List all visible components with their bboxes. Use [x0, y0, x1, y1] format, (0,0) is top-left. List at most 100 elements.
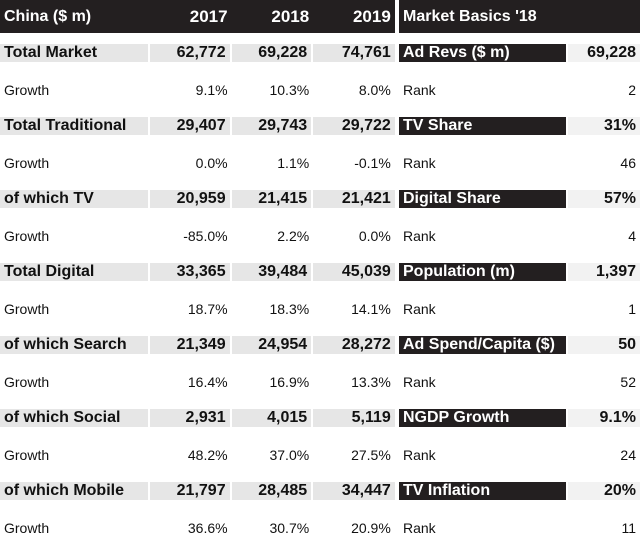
growth-value: 13.3%: [351, 373, 391, 390]
row-value: 34,447: [313, 482, 395, 500]
row-value: 20,959: [150, 190, 232, 208]
row-value: 21,415: [231, 190, 314, 208]
metric-label: TV Share: [399, 117, 566, 135]
rank-value: 52: [620, 373, 636, 390]
metric-label: TV Inflation: [399, 482, 566, 500]
growth-value: -0.1%: [354, 154, 391, 171]
growth-value: 36.6%: [187, 519, 228, 536]
growth-row: Growth 9.1% 10.3% 8.0%: [0, 73, 395, 106]
table-row: TV Inflation 20%: [399, 471, 640, 511]
row-value: 28,485: [231, 482, 314, 500]
row-label: of which Search: [0, 336, 150, 354]
metric-value: 69,228: [566, 44, 640, 62]
growth-value: 10.3%: [269, 81, 310, 98]
row-label: Total Traditional: [0, 117, 150, 135]
row-label: of which TV: [0, 190, 150, 208]
growth-row: Growth 0.0% 1.1% -0.1%: [0, 146, 395, 179]
table-row: of which TV 20,959 21,415 21,421: [0, 179, 395, 219]
row-value: 28,272: [313, 336, 395, 354]
table-row: Ad Revs ($ m) 69,228: [399, 33, 640, 73]
rank-row: Rank 4: [399, 219, 640, 252]
column-separator: [395, 0, 399, 541]
table-row: Total Digital 33,365 39,484 45,039: [0, 252, 395, 292]
growth-value: 37.0%: [269, 446, 310, 463]
row-value: 21,421: [313, 190, 395, 208]
table-header: Market Basics '18: [399, 0, 640, 33]
row-value: 45,039: [313, 263, 395, 281]
row-value: 62,772: [150, 44, 232, 62]
growth-value: 18.3%: [269, 300, 310, 317]
rank-row: Rank 11: [399, 511, 640, 544]
table-header: China ($ m) 2017 2018 2019: [0, 0, 395, 33]
table-row: of which Social 2,931 4,015 5,119: [0, 398, 395, 438]
row-value: 24,954: [231, 336, 314, 354]
row-value: 4,015: [231, 409, 314, 427]
row-value: 29,407: [150, 117, 232, 135]
metric-label: Digital Share: [399, 190, 566, 208]
growth-row: Growth 48.2% 37.0% 27.5%: [0, 438, 395, 471]
header-year-2019: 2019: [352, 6, 391, 26]
rank-label: Rank: [403, 519, 436, 536]
growth-row: Growth -85.0% 2.2% 0.0%: [0, 219, 395, 252]
table-row: TV Share 31%: [399, 106, 640, 146]
growth-value: 0.0%: [195, 154, 228, 171]
rank-value: 46: [620, 154, 636, 171]
rank-value: 4: [628, 227, 636, 244]
metric-label: Ad Revs ($ m): [399, 44, 566, 62]
growth-value: 18.7%: [187, 300, 228, 317]
row-value: 33,365: [150, 263, 232, 281]
rank-label: Rank: [403, 373, 436, 390]
china-ad-market-table: China ($ m) 2017 2018 2019 Total Market 6…: [0, 0, 395, 544]
growth-value: 16.9%: [269, 373, 310, 390]
table-row: Total Market 62,772 69,228 74,761: [0, 33, 395, 73]
table-body: Ad Revs ($ m) 69,228 Rank 2 TV Share 31% Rank 4…: [399, 33, 640, 544]
rank-row: Rank 2: [399, 73, 640, 106]
growth-row: Growth 16.4% 16.9% 13.3%: [0, 365, 395, 398]
rank-row: Rank 46: [399, 146, 640, 179]
metric-value: 9.1%: [566, 409, 640, 427]
metric-value: 57%: [566, 190, 640, 208]
row-value: 29,722: [313, 117, 395, 135]
header-label: Market Basics '18: [403, 7, 537, 25]
row-value: 39,484: [231, 263, 314, 281]
table-row: of which Search 21,349 24,954 28,272: [0, 325, 395, 365]
row-value: 2,931: [150, 409, 232, 427]
row-value: 5,119: [313, 409, 395, 427]
rank-row: Rank 52: [399, 365, 640, 398]
metric-value: 31%: [566, 117, 640, 135]
row-value: 21,797: [150, 482, 232, 500]
growth-value: 2.2%: [277, 227, 310, 244]
market-basics-table: Market Basics '18 Ad Revs ($ m) 69,228 Ran…: [399, 0, 640, 544]
growth-value: 0.0%: [358, 227, 391, 244]
row-value: 21,349: [150, 336, 232, 354]
metric-label: NGDP Growth: [399, 409, 566, 427]
growth-label: Growth: [4, 446, 50, 463]
growth-label: Growth: [4, 81, 50, 98]
rank-label: Rank: [403, 446, 436, 463]
table-row: Total Traditional 29,407 29,743 29,722: [0, 106, 395, 146]
metric-value: 20%: [566, 482, 640, 500]
rank-value: 11: [621, 519, 636, 536]
table-row: of which Mobile 21,797 28,485 34,447: [0, 471, 395, 511]
rank-label: Rank: [403, 154, 436, 171]
rank-row: Rank 24: [399, 438, 640, 471]
growth-value: -85.0%: [183, 227, 228, 244]
rank-value: 24: [620, 446, 636, 463]
row-value: 29,743: [231, 117, 314, 135]
growth-label: Growth: [4, 154, 50, 171]
table-row: Ad Spend/Capita ($) 50: [399, 325, 640, 365]
rank-label: Rank: [403, 81, 436, 98]
table-body: Total Market 62,772 69,228 74,761 Growth 9.1%…: [0, 33, 395, 544]
row-label: of which Mobile: [0, 482, 150, 500]
row-value: 74,761: [313, 44, 395, 62]
row-label: of which Social: [0, 409, 150, 427]
rank-row: Rank 1: [399, 292, 640, 325]
growth-value: 14.1%: [351, 300, 391, 317]
metric-value: 50: [566, 336, 640, 354]
metric-label: Ad Spend/Capita ($): [399, 336, 566, 354]
growth-value: 20.9%: [351, 519, 391, 536]
table-row: NGDP Growth 9.1%: [399, 398, 640, 438]
row-value: 69,228: [231, 44, 314, 62]
growth-label: Growth: [4, 519, 50, 536]
row-label: Total Market: [0, 44, 150, 62]
